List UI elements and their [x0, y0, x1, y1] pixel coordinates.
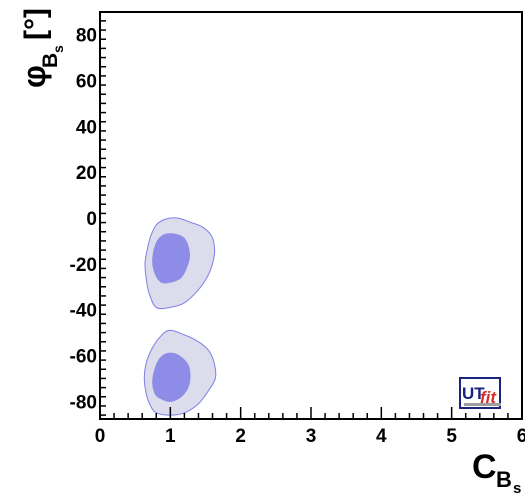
- y-tick-label: -80: [70, 392, 97, 413]
- x-axis-title-subsub: s: [513, 480, 521, 493]
- y-axis-title: φ B s [°]: [16, 8, 66, 88]
- y-tick-label: 40: [76, 117, 97, 138]
- logo-text-ut: UT: [462, 384, 485, 403]
- y-tick-label: 80: [76, 26, 97, 47]
- y-tick-label: -60: [70, 347, 97, 368]
- logo-shadow: [464, 403, 501, 406]
- x-tick-label: 1: [165, 426, 176, 447]
- y-tick-label: 20: [76, 163, 97, 184]
- contour-lower-inner: [152, 352, 191, 402]
- y-tick-label: -40: [70, 301, 97, 322]
- x-tick-label: 0: [95, 426, 106, 447]
- contour-upper-inner: [152, 233, 191, 284]
- y-axis-title-main: φ: [16, 65, 52, 88]
- x-axis-title-sub: B: [496, 467, 512, 492]
- y-axis-title-subsub: s: [50, 45, 66, 53]
- y-axis: -80 -60 -40 -20 0 20 40 60 80: [70, 20, 106, 416]
- x-tick-label: 3: [306, 426, 317, 447]
- x-tick-label: 5: [446, 426, 457, 447]
- y-tick-label: -20: [70, 255, 97, 276]
- logo-text-fit: fit: [480, 388, 497, 407]
- x-tick-label: 4: [376, 426, 387, 447]
- x-tick-label: 2: [235, 426, 246, 447]
- x-tick-label: 6: [517, 426, 525, 447]
- y-axis-title-sub: B: [39, 53, 62, 68]
- y-tick-label: 0: [86, 209, 97, 230]
- x-axis-title-main: C: [472, 448, 497, 486]
- y-axis-title-unit: [°]: [19, 8, 52, 40]
- x-axis: 0 1 2 3 4 5 6: [95, 407, 525, 447]
- y-tick-label: 60: [76, 71, 97, 92]
- utfit-logo: UT fit: [459, 377, 501, 409]
- confidence-regions: [143, 217, 217, 416]
- x-axis-title: C B s: [472, 448, 521, 493]
